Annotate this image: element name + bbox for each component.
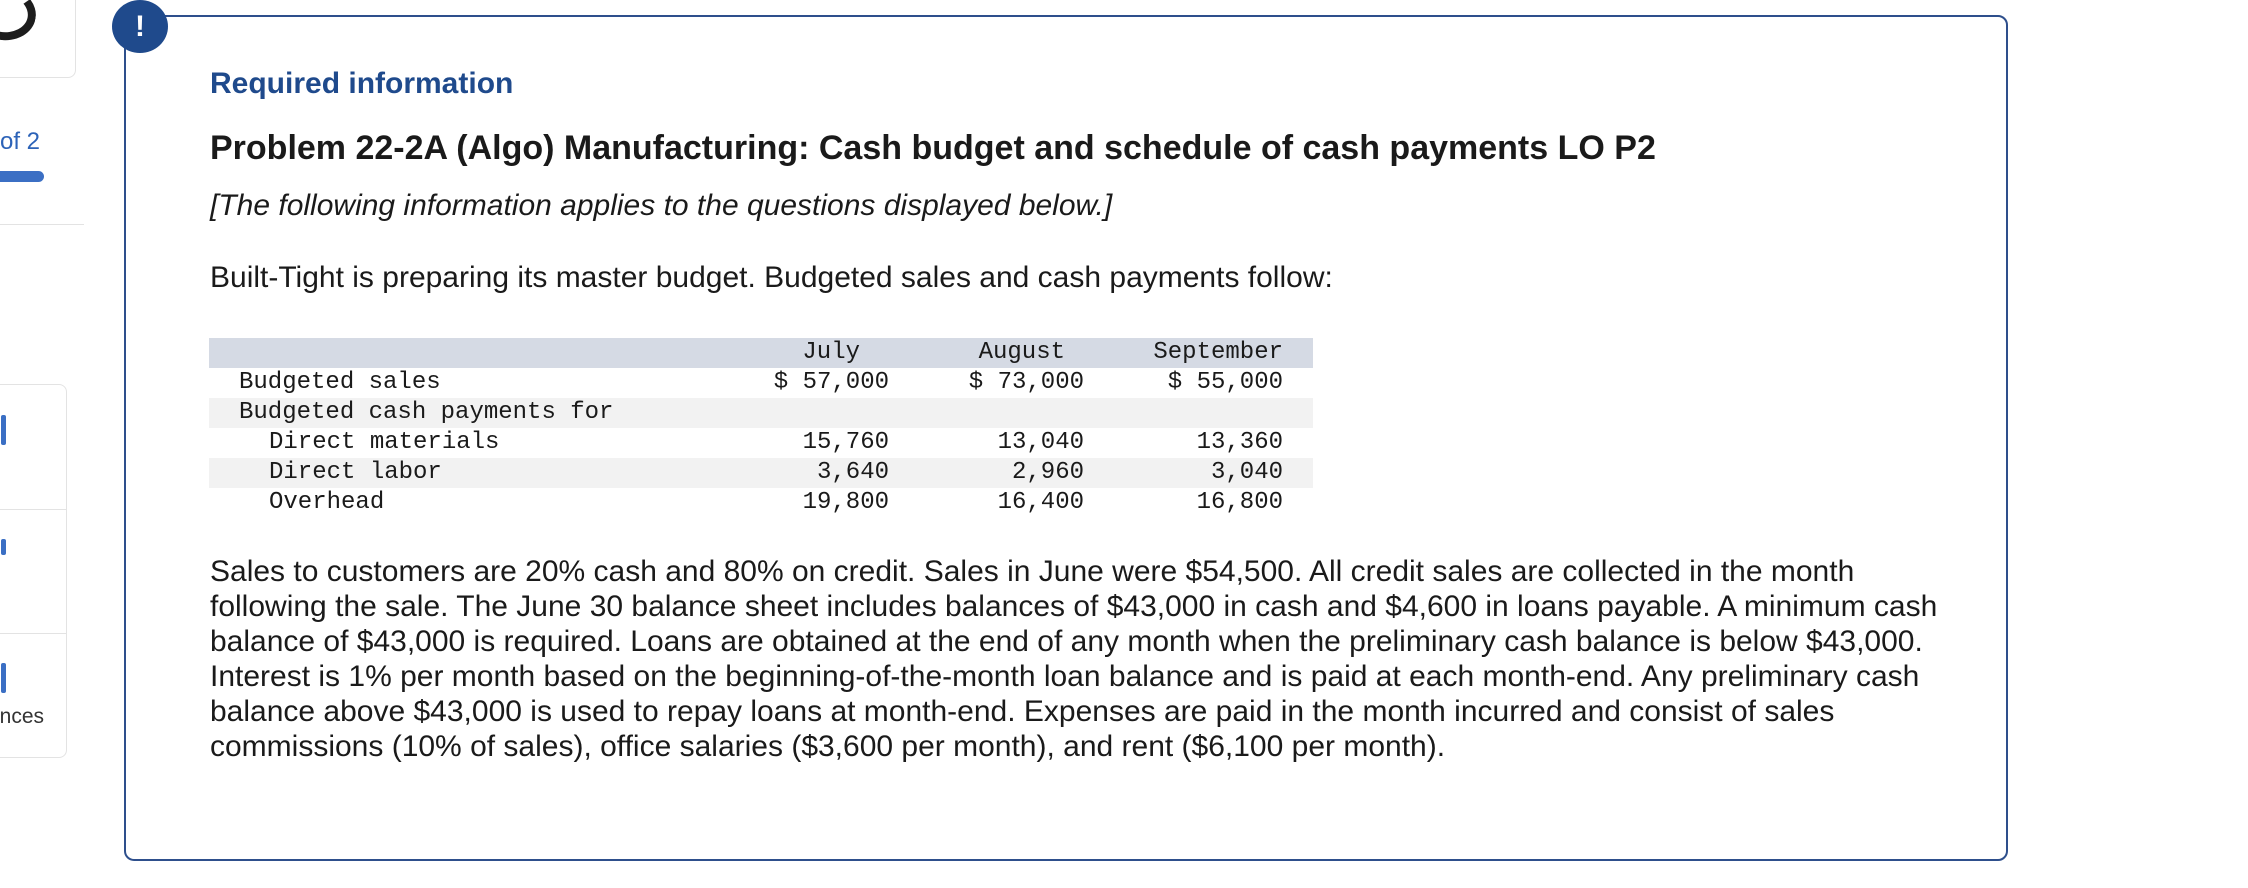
question-nav-card[interactable] [0,0,76,78]
cell-september: 3,040 [1210,459,1283,486]
column-header-august: August [978,339,1065,366]
sidebar-item-ebook[interactable]: ok [0,385,66,509]
divider [0,633,66,634]
cell-july: 19,800 [802,489,889,516]
table-row: Direct labor 3,640 2,960 3,040 [209,458,1313,488]
required-info-heading: Required information [210,67,514,100]
budget-table: July August September Budgeted sales $ 5… [209,338,1313,518]
row-label: Direct materials [269,429,500,456]
applies-note: [The following information applies to th… [210,189,1113,222]
sidebar-item-references[interactable]: nces [0,633,66,757]
column-header-september: September [1153,339,1283,366]
cell-july: 15,760 [802,429,889,456]
sidebar-item-print[interactable]: t [0,509,66,633]
cell-august: 16,400 [997,489,1084,516]
row-label: Direct labor [269,459,442,486]
print-icon [1,539,6,555]
row-label: Budgeted cash payments for [239,399,614,426]
cell-august: $ 73,000 [968,369,1084,396]
book-icon [1,415,6,445]
required-info-panel [124,15,2008,861]
table-header-row: July August September [209,338,1313,368]
sidebar-divider [0,224,84,225]
row-label: Overhead [269,489,385,516]
references-icon [1,663,6,693]
progress-bar [0,171,44,182]
problem-details: Sales to customers are 20% cash and 80% … [210,555,1938,763]
tools-card: ok t nces [0,384,67,758]
table-row: Direct materials 15,760 13,040 13,360 [209,428,1313,458]
cell-july: $ 57,000 [773,369,889,396]
alert-icon: ! [112,0,168,53]
table-row: Overhead 19,800 16,400 16,800 [209,488,1313,518]
table-row: Budgeted cash payments for [209,398,1313,428]
column-header-july: July [802,339,860,366]
cell-august: 2,960 [1011,459,1084,486]
progress-label: of 2 [0,128,41,155]
divider [0,509,66,510]
intro-text: Built-Tight is preparing its master budg… [210,261,1333,294]
cell-september: 13,360 [1196,429,1283,456]
panel-content: Required information Problem 22-2A (Algo… [210,64,1950,298]
cell-july: 3,640 [816,459,889,486]
cell-september: $ 55,000 [1167,369,1283,396]
left-sidebar: of 2 ok t nces [0,0,100,888]
problem-title: Problem 22-2A (Algo) Manufacturing: Cash… [210,129,1656,167]
cell-september: 16,800 [1196,489,1283,516]
table-row: Budgeted sales $ 57,000 $ 73,000 $ 55,00… [209,368,1313,398]
row-label: Budgeted sales [239,369,441,396]
cell-august: 13,040 [997,429,1084,456]
